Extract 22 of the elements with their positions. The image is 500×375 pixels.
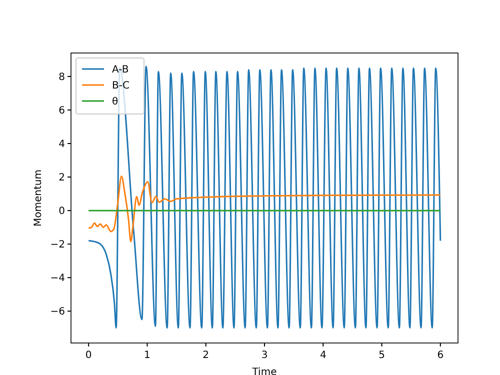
x-tick-label: 1 [144, 350, 150, 361]
y-tick-label: −4 [50, 273, 65, 284]
x-tick-label: 2 [202, 350, 210, 361]
line-series [88, 66, 442, 329]
y-tick-label: 2 [58, 172, 65, 184]
legend-label: A-B [112, 64, 129, 76]
y-tick-label: 6 [58, 105, 65, 116]
legend-label: θ [112, 96, 118, 108]
y-axis-title: Momentum [33, 170, 44, 226]
y-tick-label: 8 [58, 72, 65, 83]
y-tick-label: 4 [58, 139, 65, 150]
x-tick-label: 6 [437, 350, 444, 361]
y-tick-label: 0 [58, 206, 65, 218]
line-series [88, 175, 442, 242]
y-tick-label: −6 [50, 306, 65, 318]
x-tick-label: 5 [378, 350, 385, 361]
legend-label: B-C [112, 80, 130, 92]
x-tick-label: 4 [320, 350, 326, 361]
y-tick-label: −2 [50, 240, 65, 251]
x-axis-title: Time [251, 367, 277, 375]
x-tick-label: 3 [261, 350, 268, 361]
x-tick-label: 0 [85, 350, 92, 361]
